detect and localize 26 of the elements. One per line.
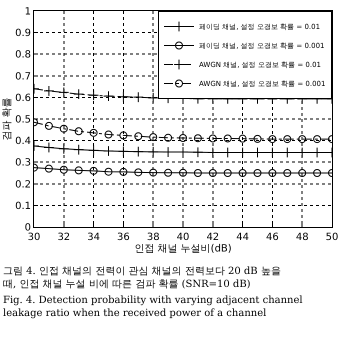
caption: 그림 4. 인접 채널의 전력이 관심 채널의 전력보다 20 dB 높을 때, 인접 채널 누설 비에 따른 검파 확률 (SNR=10 dB) xyxy=(3,266,281,290)
y-axis-title: 검파 확률 xyxy=(2,97,14,141)
x-tick-label: 30 xyxy=(28,232,40,243)
y-tick-label: 0.6 xyxy=(15,92,31,104)
y-tick-label: 1 xyxy=(24,6,31,18)
y-tick-label: 0.1 xyxy=(15,200,31,212)
y-tick-label: 0 xyxy=(24,222,31,234)
x-tick-label: 40 xyxy=(176,232,190,243)
x-tick-label: 34 xyxy=(87,232,100,243)
caption: Fig. 4. Detection probability with varying adjacent channel leakage ratio when the received power of a channel xyxy=(3,295,303,319)
x-tick-label: 50 xyxy=(326,232,338,243)
x-axis-title: 인접 채널 누설비(dB) xyxy=(134,244,232,254)
x-tick-label: 48 xyxy=(296,232,309,243)
x-tick-label: 36 xyxy=(117,232,130,243)
x-tick-label: 44 xyxy=(236,232,249,243)
y-tick-label: 0.7 xyxy=(15,71,31,82)
y-tick-label: 0.2 xyxy=(15,179,31,190)
y-tick-label: 0.4 xyxy=(15,136,31,148)
x-tick-label: 42 xyxy=(206,232,220,243)
y-tick-label: 0.5 xyxy=(15,114,31,126)
x-tick-label: 46 xyxy=(266,232,279,243)
x-tick-label: 38 xyxy=(146,232,160,243)
y-tick-label: 0.9 xyxy=(15,28,31,40)
y-tick-label: 0.3 xyxy=(15,158,31,169)
y-tick-label: 0.8 xyxy=(15,50,31,61)
x-tick-label: 32 xyxy=(57,232,70,243)
